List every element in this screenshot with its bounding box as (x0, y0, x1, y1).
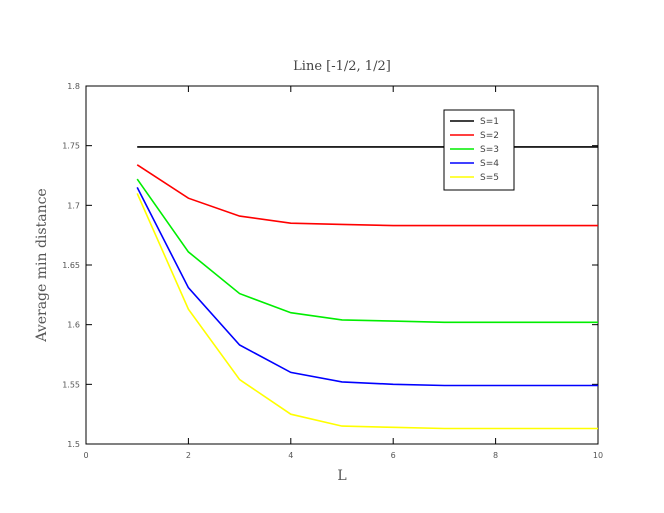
y-tick-label: 1.7 (67, 201, 80, 210)
legend: S=1 S=2 S=3 S=4 S=5 (443, 109, 515, 191)
series-line-s-3 (136, 178, 598, 324)
y-tick-label: 1.65 (62, 261, 80, 270)
plot-area (85, 85, 599, 445)
series-line-s-4 (136, 187, 598, 387)
y-tick-label: 1.55 (62, 380, 80, 389)
y-axis: 1.5 1.55 1.6 1.65 1.7 1.75 1.8 (62, 82, 598, 449)
legend-label: S=2 (480, 131, 499, 141)
legend-box (443, 109, 515, 191)
x-tick-label: 2 (186, 451, 191, 460)
y-tick-label: 1.75 (62, 142, 80, 151)
chart-title: Line [-1/2, 1/2] (293, 59, 391, 74)
series-line-s-5 (136, 193, 598, 430)
series-lines (136, 146, 598, 430)
legend-label: S=3 (480, 145, 499, 155)
legend-label: S=5 (480, 173, 499, 183)
x-tick-label: 10 (593, 451, 603, 460)
x-tick-label: 6 (391, 451, 396, 460)
x-tick-label: 8 (493, 451, 498, 460)
legend-label: S=1 (480, 117, 499, 127)
x-axis-label: L (337, 468, 346, 484)
y-tick-label: 1.6 (67, 321, 80, 330)
legend-label: S=4 (480, 159, 499, 169)
y-axis-label: Average min distance (34, 188, 50, 342)
x-tick-label: 0 (83, 451, 88, 460)
y-tick-label: 1.5 (67, 440, 80, 449)
series-line-s-2 (136, 164, 598, 227)
x-axis: 0 2 4 6 8 10 (83, 86, 603, 460)
y-tick-label: 1.8 (67, 82, 80, 91)
x-tick-label: 4 (288, 451, 293, 460)
